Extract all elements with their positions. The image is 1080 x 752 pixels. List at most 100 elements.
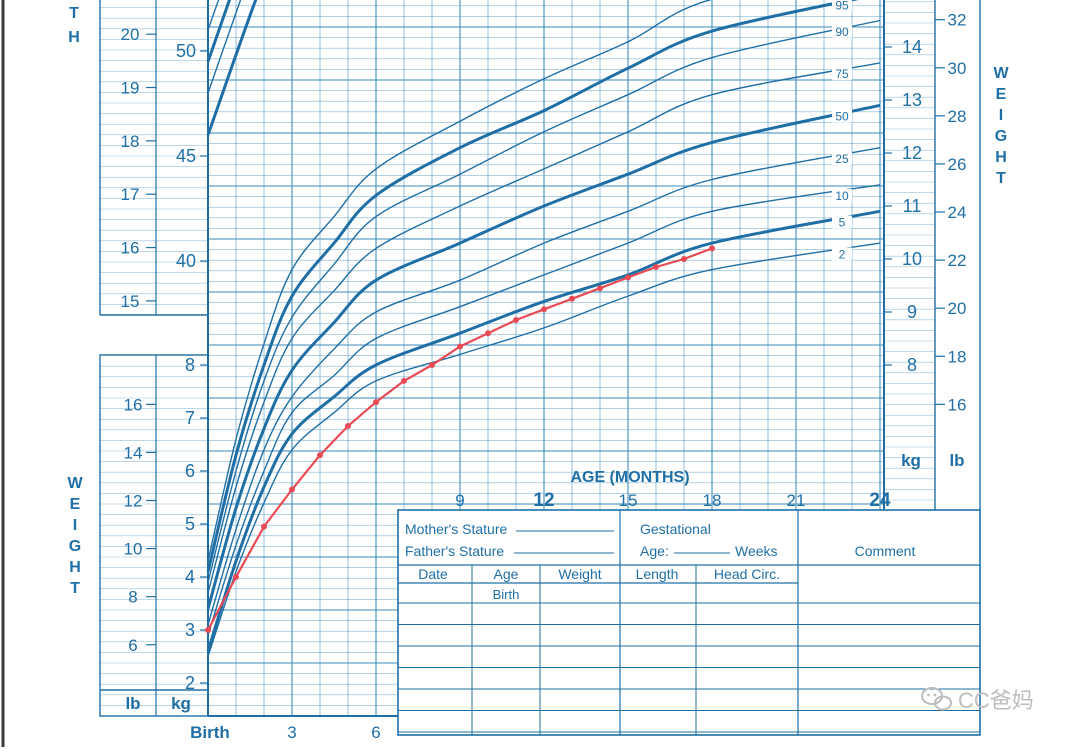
weight-title-right-letter: I	[999, 107, 1003, 124]
weight-percentile-curve-2	[207, 242, 881, 657]
length-percentile-curve	[206, 0, 258, 136]
weight-percentile-curve-98	[207, 0, 713, 562]
weight-title-left-letter: I	[73, 517, 77, 534]
weight-kg-tick-left: 8	[185, 355, 195, 375]
child-weight-point	[401, 377, 407, 384]
percentile-curves: 9895907550251052	[206, 0, 881, 657]
length-in-tick: 18	[121, 132, 140, 151]
percentile-label-2: 2	[839, 247, 846, 261]
weight-kg-tick-right: 12	[902, 143, 922, 163]
child-weight-point	[345, 423, 351, 429]
weeks-label: Weeks	[735, 543, 778, 559]
child-weight-point	[205, 627, 211, 633]
weight-percentile-curve-75	[207, 62, 881, 594]
fathers-stature-label: Father's Stature	[405, 543, 504, 559]
weight-kg-tick-left: 6	[185, 461, 195, 481]
frames-layer	[1, 0, 981, 747]
weight-title-right-letter: T	[996, 170, 1006, 187]
percentile-label-90: 90	[835, 25, 849, 39]
weight-kg-tick-right: 13	[902, 90, 922, 110]
child-weight-point	[709, 245, 715, 252]
length-cm-tick: 50	[176, 41, 196, 61]
x-tick-top: 15	[619, 491, 638, 510]
length-in-tick: 15	[121, 292, 140, 311]
length-axis-title-t: T	[69, 5, 79, 22]
form-column-header: Length	[636, 566, 679, 582]
weight-lb-tick-right: 26	[948, 155, 967, 174]
weight-lb-tick-right: 24	[948, 203, 967, 222]
weight-lb-tick-right: 30	[948, 59, 967, 78]
x-tick-top: 9	[455, 491, 464, 510]
percentile-label-75: 75	[835, 67, 849, 81]
x-tick-top: 24	[869, 490, 891, 511]
percentile-label-bg	[832, 215, 852, 229]
child-weight-point	[569, 295, 575, 302]
weight-kg-tick-right: 10	[902, 249, 922, 269]
child-weight-point	[681, 256, 687, 262]
length-in-tick: 19	[121, 79, 140, 98]
percentile-label-bg	[832, 152, 852, 165]
weight-percentile-curve-5	[206, 209, 881, 652]
child-weight-point	[261, 523, 267, 530]
form-column-header: Head Circ.	[714, 566, 780, 582]
weight-title-right-letter: H	[995, 149, 1007, 166]
length-in-tick: 16	[121, 239, 140, 258]
percentile-label-95: 95	[835, 0, 849, 12]
child-weight-point	[485, 330, 491, 337]
length-cm-tick: 40	[176, 251, 196, 271]
weight-kg-tick-left: 2	[185, 673, 195, 693]
weight-lb-tick-right: 22	[948, 251, 967, 270]
weight-title-left-letter: T	[70, 580, 80, 597]
percentile-label-bg	[832, 189, 852, 203]
weight-lb-tick-left: 12	[124, 492, 143, 511]
child-weight-point	[429, 362, 435, 368]
x-tick-top: 21	[787, 491, 806, 510]
weight-kg-tick-left: 3	[185, 620, 195, 640]
percentile-label-5: 5	[839, 216, 846, 230]
weight-title-right-letter: W	[993, 65, 1009, 82]
weight-title-left-letter: G	[69, 538, 81, 555]
weight-kg-tick-right: 11	[903, 196, 922, 216]
form-frame	[397, 509, 981, 736]
percentile-label-bg	[832, 67, 852, 81]
weight-lb-tick-right: 32	[948, 11, 967, 30]
plotted-series	[205, 245, 715, 633]
weight-lb-tick-right: 18	[948, 347, 967, 366]
weight-kg-tick-right: 8	[907, 355, 917, 375]
child-weight-point	[317, 452, 323, 459]
weight-lb-tick-right: 20	[948, 299, 967, 318]
child-weight-point	[513, 317, 519, 323]
child-weight-point	[289, 486, 295, 493]
percentile-label-25: 25	[835, 152, 849, 166]
weight-title-left-letter: W	[67, 475, 83, 492]
child-weight-point	[625, 274, 631, 281]
weight-lb-tick-left: 16	[124, 395, 143, 414]
weight-lb-tick-right: 28	[948, 107, 967, 126]
x-tick-bottom: 6	[371, 723, 380, 742]
gestational-label: Gestational	[640, 521, 711, 537]
unit-lb-right: lb	[949, 451, 964, 470]
weight-lb-tick-left: 14	[124, 443, 143, 462]
comment-label: Comment	[855, 543, 916, 559]
unit-kg-right: kg	[901, 451, 921, 470]
weight-lb-tick-right: 16	[948, 395, 967, 414]
length-in-tick: 20	[121, 25, 140, 44]
weight-lb-tick-left: 6	[128, 636, 137, 655]
form-column-header: Date	[418, 566, 448, 582]
child-weight-point	[373, 399, 379, 406]
percentile-label-50: 50	[835, 110, 849, 124]
record-form: Mother's Stature Father's Stature Gestatio…	[397, 509, 981, 736]
length-percentile-curve	[207, 0, 242, 94]
weight-title-left-letter: E	[70, 496, 81, 513]
wechat-icon	[921, 687, 952, 711]
percentile-label-bg	[832, 109, 852, 123]
x-tick-bottom: Birth	[190, 723, 230, 742]
percentile-label-bg	[832, 24, 852, 38]
weight-lb-tick-left: 10	[124, 540, 143, 559]
weight-percentile-curve-10	[207, 184, 881, 636]
length-axis-title-h: H	[68, 29, 80, 46]
